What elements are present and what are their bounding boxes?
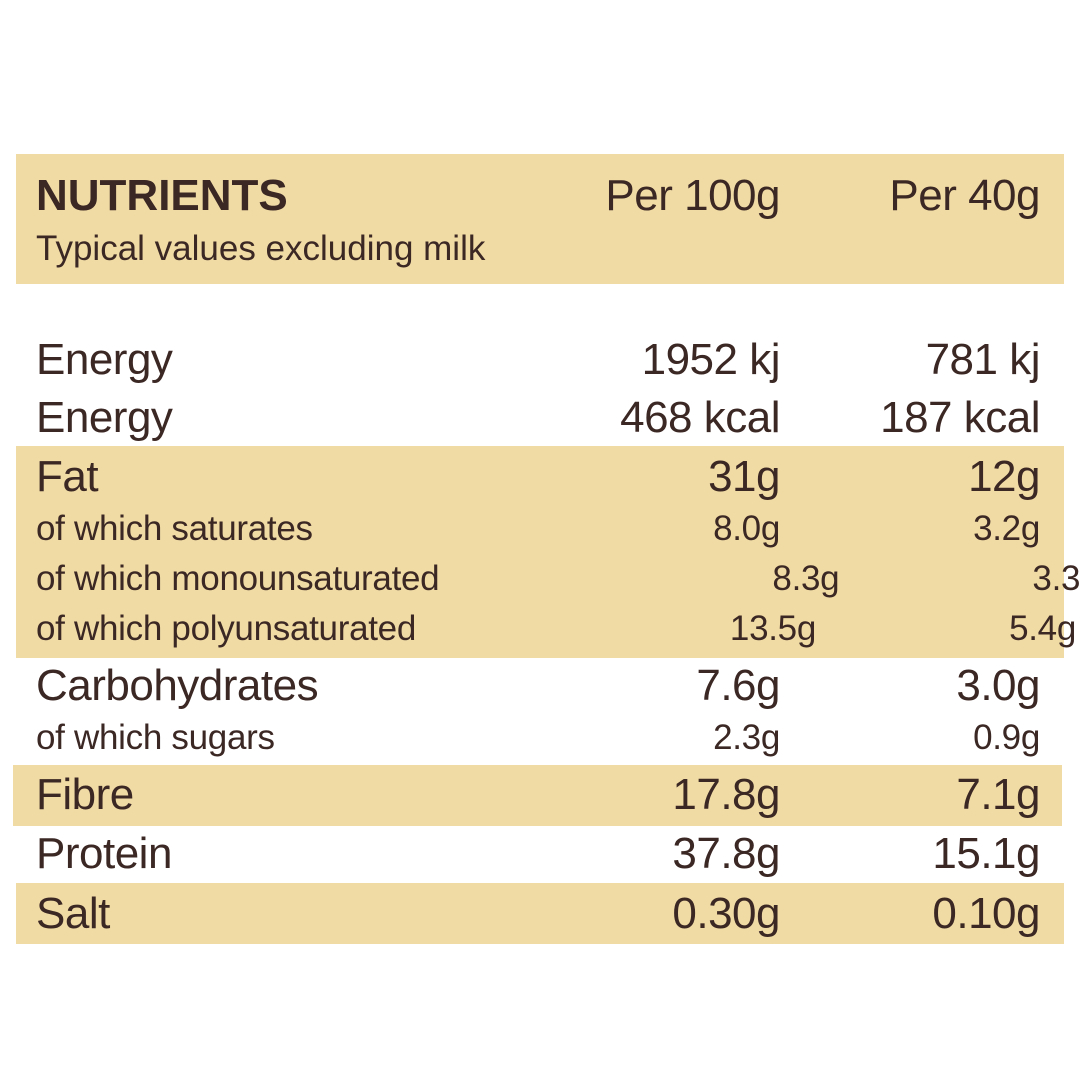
- row-label: Salt: [36, 889, 110, 938]
- nutrients-title: NUTRIENTS: [36, 171, 288, 220]
- fat-band: [16, 446, 1064, 658]
- row-label: Fibre: [36, 770, 134, 819]
- fibre-band: [13, 765, 1062, 826]
- value-per-40g: 0.9g: [973, 718, 1040, 757]
- value-per-40g: 3.0g: [956, 661, 1040, 710]
- value-per-40g: 15.1g: [932, 829, 1040, 878]
- table-row-fat: Fat 31g 12g: [36, 452, 1041, 501]
- table-row-protein: Protein 37.8g 15.1g: [36, 829, 1041, 878]
- value-per-100g: 37.8g: [672, 829, 780, 878]
- row-label: Carbohydrates: [36, 661, 319, 710]
- table-header: NUTRIENTS Per 100g Per 40g: [36, 171, 1041, 220]
- row-label: of which monounsaturated: [36, 559, 440, 598]
- row-label: Energy: [36, 335, 173, 384]
- row-label: Fat: [36, 452, 99, 501]
- salt-band: [16, 883, 1064, 944]
- table-row-saturates: of which saturates 8.0g 3.2g: [36, 511, 1040, 546]
- row-label: of which polyunsaturated: [36, 609, 416, 648]
- typical-values-subtitle: Typical values excluding milk: [36, 229, 486, 268]
- value-per-40g: 7.1g: [956, 770, 1040, 819]
- table-row-energy-kcal: Energy 468 kcal 187 kcal: [36, 393, 1041, 442]
- value-per-100g: 1952 kj: [641, 335, 781, 384]
- value-per-100g: 2.3g: [713, 718, 780, 757]
- row-label: of which sugars: [36, 718, 275, 757]
- table-row-carbohydrates: Carbohydrates 7.6g 3.0g: [36, 661, 1041, 710]
- table-row-salt: Salt 0.30g 0.10g: [36, 889, 1041, 938]
- value-per-100g: 7.6g: [696, 661, 780, 710]
- column-header-per-100g: Per 100g: [605, 171, 780, 220]
- table-row-monounsaturated: of which monounsaturated 8.3g 3.3g: [36, 559, 1080, 598]
- value-per-40g: 3.2g: [973, 509, 1040, 548]
- value-per-100g: 31g: [708, 452, 780, 501]
- row-label: Energy: [36, 393, 173, 442]
- value-per-100g: 468 kcal: [620, 393, 780, 442]
- value-per-40g: 3.3g: [1032, 559, 1080, 598]
- table-row-fibre: Fibre 17.8g 7.1g: [36, 770, 1041, 819]
- column-header-per-40g: Per 40g: [889, 171, 1040, 220]
- value-per-40g: 0.10g: [932, 889, 1040, 938]
- value-per-100g: 13.5g: [729, 609, 816, 648]
- value-per-40g: 5.4g: [1009, 609, 1076, 648]
- table-subtitle-row: Typical values excluding milk: [36, 231, 1040, 266]
- value-per-100g: 0.30g: [672, 889, 780, 938]
- header-band: [16, 154, 1064, 284]
- row-label: Protein: [36, 829, 172, 878]
- value-per-100g: 8.0g: [713, 509, 780, 548]
- table-row-polyunsaturated: of which polyunsaturated 13.5g 5.4g: [36, 609, 1076, 648]
- value-per-100g: 17.8g: [672, 770, 780, 819]
- value-per-40g: 187 kcal: [880, 393, 1040, 442]
- value-per-40g: 781 kj: [925, 335, 1041, 384]
- value-per-40g: 12g: [968, 452, 1040, 501]
- value-per-100g: 8.3g: [772, 559, 840, 598]
- row-label: of which saturates: [36, 509, 313, 548]
- table-row-sugars: of which sugars 2.3g 0.9g: [36, 720, 1040, 755]
- table-row-energy-kj: Energy 1952 kj 781 kj: [36, 335, 1041, 384]
